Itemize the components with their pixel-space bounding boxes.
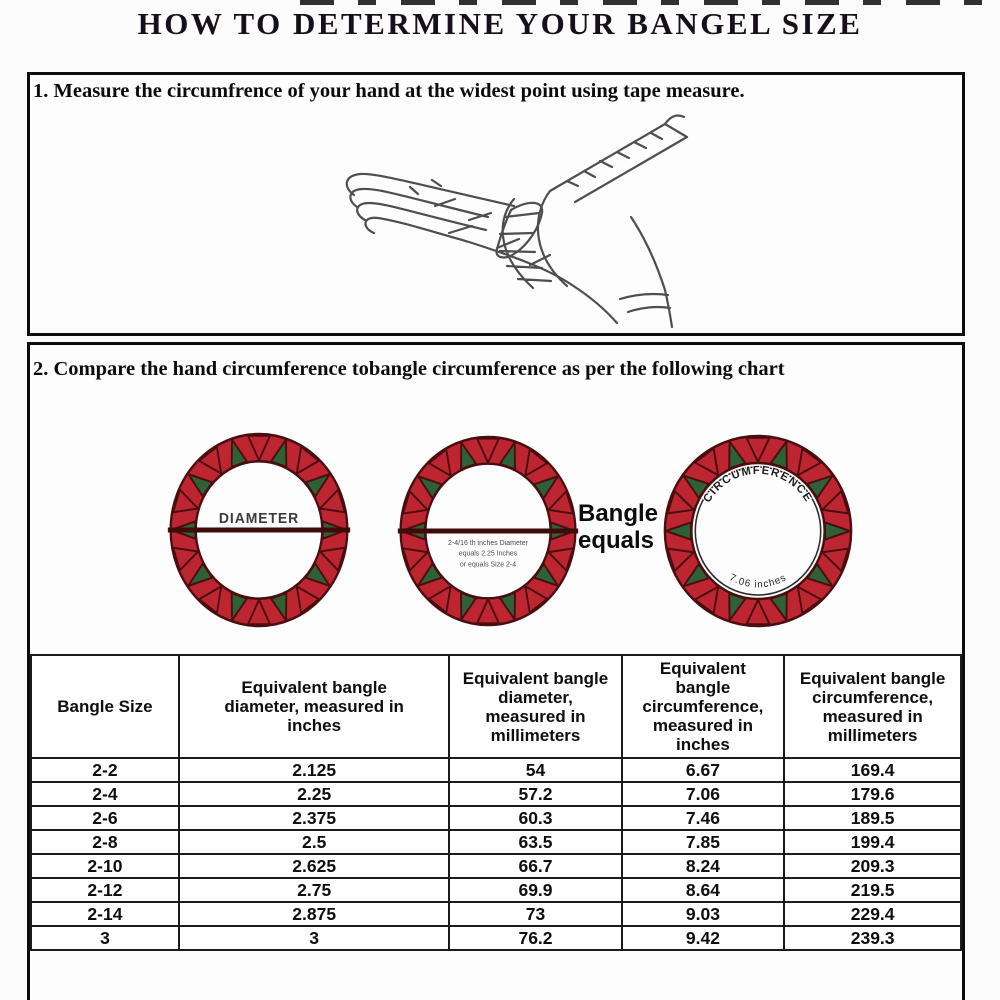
diameter-label: DIAMETER (219, 510, 299, 527)
tape-measure (498, 114, 689, 290)
table-cell: 9.03 (620, 901, 786, 928)
table-cell: 73 (448, 901, 623, 928)
bangle-diagram-diameter: DIAMETER (167, 432, 351, 628)
column-header: Equivalent bangle diameter, measured in … (177, 653, 451, 760)
table-cell: 2.75 (177, 877, 451, 904)
bangle-diagram-circumference: CIRCUMFERENCE 7.06 inches (663, 434, 853, 628)
table-cell: 189.5 (783, 805, 962, 832)
table-cell: 3 (177, 925, 451, 952)
size-caption-line3: or equals Size 2-4 (460, 559, 516, 568)
table-cell: 2.5 (177, 829, 451, 856)
step1-heading: 1. Measure the circumfrence of your hand… (33, 80, 745, 102)
table-cell: 3 (30, 925, 180, 952)
section-step1: 1. Measure the circumfrence of your hand… (27, 72, 965, 336)
hand-outline (345, 172, 674, 329)
table-cell: 63.5 (448, 829, 623, 856)
table-cell: 199.4 (783, 829, 962, 856)
size-table-body: 2-2 2.125 54 6.67 169.4 2-4 2.25 57.2 7.06 179.6 2… (30, 757, 962, 952)
table-cell: 7.85 (620, 829, 786, 856)
table-row: 2-6 2.375 60.3 7.46 189.5 (30, 805, 962, 832)
table-cell: 57.2 (448, 781, 623, 808)
table-cell: 2-2 (30, 757, 180, 784)
column-header: Equivalent bangle circumference, measure… (783, 653, 962, 760)
table-row: 2-8 2.5 63.5 7.85 199.4 (30, 829, 962, 856)
bangle-diagram-size-example: 2-4/16 th inches Diameter equals 2.25 In… (397, 435, 579, 627)
table-cell: 179.6 (783, 781, 962, 808)
table-cell: 2-4 (30, 781, 180, 808)
thumb-and-creases (408, 178, 552, 267)
page-title: HOW TO DETERMINE YOUR BANGEL SIZE (137, 6, 863, 41)
table-cell: 6.67 (620, 757, 786, 784)
table-cell: 219.5 (783, 877, 962, 904)
table-row: 2-12 2.75 69.9 8.64 219.5 (30, 877, 962, 904)
table-cell: 2-10 (30, 853, 180, 880)
table-cell: 60.3 (448, 805, 623, 832)
table-cell: 76.2 (448, 925, 623, 952)
table-row: 2-4 2.25 57.2 7.06 179.6 (30, 781, 962, 808)
bangle-equals-line2: equals (578, 526, 655, 554)
table-cell: 2.25 (177, 781, 451, 808)
inner-circumference-circle (694, 466, 822, 596)
bangle-equals-label: Bangle equals (578, 500, 659, 555)
bangle-size-table: Bangle Size Equivalent bangle diameter, m… (30, 653, 962, 952)
table-cell: 2.375 (177, 805, 451, 832)
table-row: 2-14 2.875 73 9.03 229.4 (30, 901, 962, 928)
table-cell: 54 (448, 757, 623, 784)
table-row: 2-10 2.625 66.7 8.24 209.3 (30, 853, 962, 880)
table-cell: 239.3 (783, 925, 962, 952)
table-cell: 169.4 (783, 757, 962, 784)
column-header: Equivalent bangle circumference, measure… (620, 653, 786, 760)
table-cell: 69.9 (448, 877, 623, 904)
table-cell: 209.3 (783, 853, 962, 880)
column-header: Equivalent bangle diameter, measured in … (448, 653, 623, 760)
table-cell: 229.4 (783, 901, 962, 928)
table-row: 3 3 76.2 9.42 239.3 (30, 925, 962, 952)
step2-heading: 2. Compare the hand circumference tobang… (33, 358, 785, 380)
table-cell: 8.64 (620, 877, 786, 904)
table-cell: 2.875 (177, 901, 451, 928)
table-cell: 2.625 (177, 853, 451, 880)
size-caption-line1: 2-4/16 th inches Diameter (448, 538, 528, 547)
table-cell: 7.06 (620, 781, 786, 808)
column-header: Bangle Size (30, 653, 180, 760)
table-cell: 2-8 (30, 829, 180, 856)
table-cell: 2-14 (30, 901, 180, 928)
table-cell: 2.125 (177, 757, 451, 784)
cropped-text-artifact (300, 0, 988, 5)
table-cell: 9.42 (620, 925, 786, 952)
bangle-equals-line1: Bangle (578, 500, 659, 527)
table-cell: 8.24 (620, 853, 786, 880)
hand-tape-measure-illustration (345, 114, 689, 329)
bangle-ring-pattern (663, 434, 853, 628)
size-table-header-row: Bangle Size Equivalent bangle diameter, m… (30, 653, 962, 760)
table-cell: 2-6 (30, 805, 180, 832)
table-cell: 7.46 (620, 805, 786, 832)
circumference-value-label: 7.06 inches (727, 572, 788, 590)
size-caption-line2: equals 2.25 Inches (459, 548, 518, 557)
table-row: 2-2 2.125 54 6.67 169.4 (30, 757, 962, 784)
table-cell: 66.7 (448, 853, 623, 880)
section-step2: 2. Compare the hand circumference tobang… (27, 342, 965, 1000)
table-cell: 2-12 (30, 877, 180, 904)
